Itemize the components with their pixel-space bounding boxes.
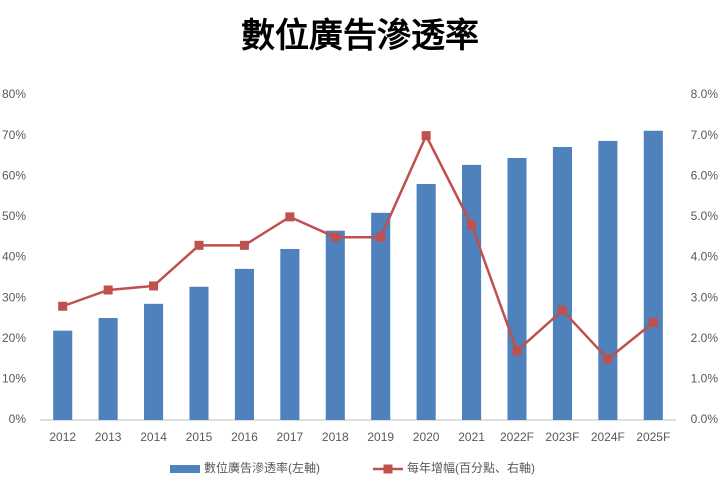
x-tick-label: 2019 <box>367 430 394 444</box>
bar <box>189 286 209 420</box>
line-marker <box>285 212 295 222</box>
line-marker <box>603 354 613 364</box>
bar <box>507 157 527 420</box>
y2-tick-label: 3.0% <box>691 290 719 304</box>
legend-swatch <box>170 465 200 473</box>
x-tick-label: 2014 <box>140 430 167 444</box>
y-tick-label: 30% <box>2 290 26 304</box>
y-tick-label: 10% <box>2 372 26 386</box>
chart-title: 數位廣告滲透率 <box>241 16 479 56</box>
legend-label: 數位廣告滲透率(左軸) <box>204 460 320 475</box>
y-tick-label: 20% <box>2 331 26 345</box>
x-tick-label: 2013 <box>95 430 122 444</box>
y2-tick-label: 7.0% <box>691 128 719 142</box>
bar <box>416 183 436 420</box>
y-tick-label: 40% <box>2 250 26 264</box>
x-tick-label: 2021 <box>458 430 485 444</box>
line-marker <box>330 232 340 242</box>
bar <box>98 318 118 420</box>
line-marker <box>103 285 113 295</box>
line-marker <box>648 318 658 327</box>
bar <box>598 140 618 420</box>
line-marker <box>376 232 386 242</box>
bar <box>371 212 391 420</box>
line <box>62 132 655 361</box>
y2-tick-label: 5.0% <box>691 209 719 223</box>
line-marker <box>58 301 68 311</box>
line-marker <box>557 305 567 315</box>
x-tick-label: 2020 <box>413 430 440 444</box>
legend-label: 每年增幅(百分點、右軸) <box>407 460 535 475</box>
bar <box>53 330 73 420</box>
x-tick-label: 2012 <box>49 430 76 444</box>
y-tick-label: 50% <box>2 209 26 223</box>
y2-tick-label: 1.0% <box>691 372 719 386</box>
x-tick-label: 2018 <box>322 430 349 444</box>
x-tick-label: 2015 <box>186 430 213 444</box>
x-tick-label: 2017 <box>277 430 304 444</box>
bar <box>325 230 345 420</box>
y-tick-label: 80% <box>2 87 26 101</box>
y2-tick-label: 6.0% <box>691 168 719 182</box>
legend-swatch <box>383 464 393 474</box>
y2-tick-label: 4.0% <box>691 250 719 264</box>
line-marker <box>149 281 159 291</box>
y2-tick-label: 2.0% <box>691 331 719 345</box>
y-tick-label: 0% <box>9 412 27 426</box>
bar <box>280 248 300 420</box>
bar <box>144 303 164 420</box>
x-tick-label: 2022F <box>500 430 534 444</box>
x-tick-label: 2024F <box>591 430 625 444</box>
line-marker <box>467 220 477 230</box>
line-marker <box>512 346 522 356</box>
bar <box>552 147 572 420</box>
y2-tick-label: 0.0% <box>691 412 719 426</box>
y-tick-label: 70% <box>2 128 26 142</box>
x-tick-label: 2016 <box>231 430 258 444</box>
bar <box>462 164 482 420</box>
bar <box>643 130 663 420</box>
bar <box>234 268 254 420</box>
y-tick-label: 60% <box>2 168 26 182</box>
line-marker <box>421 131 431 141</box>
line-marker <box>239 240 249 250</box>
x-tick-label: 2025F <box>636 430 670 444</box>
y2-tick-label: 8.0% <box>691 87 719 101</box>
x-tick-label: 2023F <box>545 430 579 444</box>
line-marker <box>194 240 204 250</box>
